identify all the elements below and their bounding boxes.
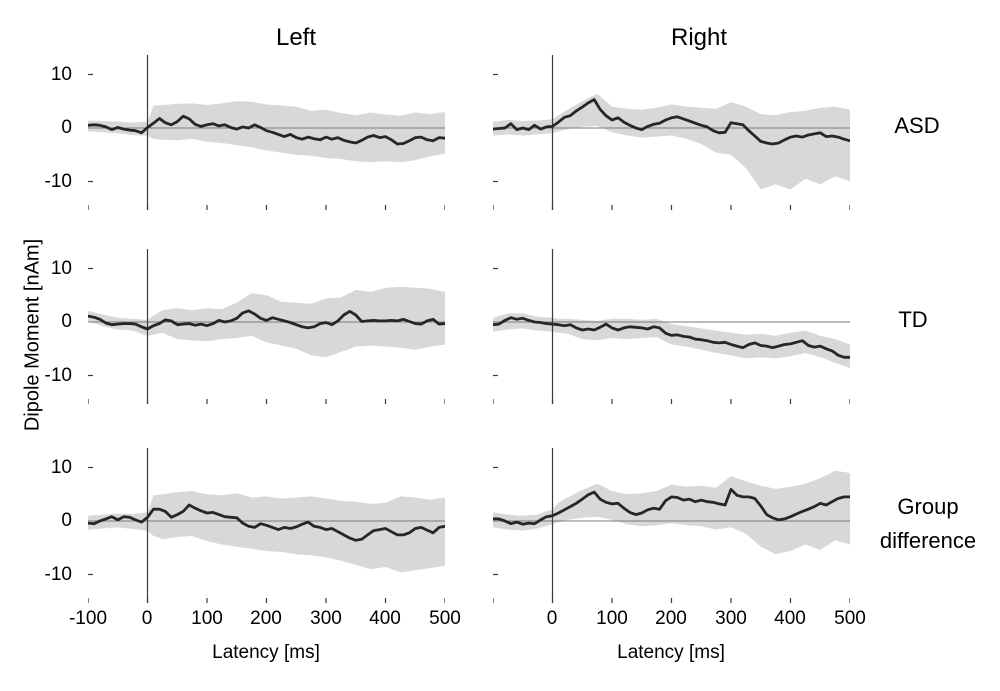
panel-td-right (493, 249, 850, 404)
y-tick-label: 10 (50, 64, 72, 85)
panel-asd-right (493, 55, 850, 210)
mean-waveform (88, 309, 445, 331)
row-label-asd: ASD (894, 113, 940, 138)
x-tick-label: 0 (546, 608, 558, 629)
y-tick-label: 0 (61, 510, 72, 531)
x-tick-label: 500 (834, 608, 866, 629)
x-tick-label: 200 (250, 608, 282, 629)
y-tick-label: -10 (44, 171, 72, 192)
x-tick-label: 100 (596, 608, 628, 629)
panel-groupdiff-left (88, 448, 445, 603)
x-axis-title-right: Latency [ms] (617, 642, 725, 663)
variability-band (88, 491, 445, 573)
x-tick-label: 300 (715, 608, 747, 629)
mean-waveform (88, 114, 445, 146)
mean-waveform (493, 488, 850, 526)
variability-band (493, 93, 850, 190)
y-tick-label: -10 (44, 365, 72, 386)
column-title-right: Right (670, 24, 728, 51)
row-label-td: TD (898, 307, 928, 332)
mean-waveform (493, 316, 850, 359)
x-tick-label: 0 (141, 608, 153, 629)
mean-waveform (88, 503, 445, 542)
x-tick-label: 200 (655, 608, 687, 629)
y-tick-label: 0 (61, 311, 72, 332)
panel-asd-left (88, 55, 445, 210)
x-axis-title-left: Latency [ms] (212, 642, 320, 663)
row-label-group-difference: Group difference (879, 494, 977, 553)
panel-td-left (88, 249, 445, 404)
y-tick-label: 10 (50, 457, 72, 478)
x-tick-label: 100 (191, 608, 223, 629)
y-tick-label: -10 (44, 564, 72, 585)
x-tick-label: 400 (369, 608, 401, 629)
mean-waveform (493, 98, 850, 146)
column-title-left: Left (275, 24, 317, 51)
x-tick-label: 500 (429, 608, 461, 629)
variability-band (493, 313, 850, 368)
x-tick-label: -100 (68, 608, 108, 629)
variability-band (493, 470, 850, 555)
panel-groupdiff-right (493, 448, 850, 603)
y-tick-label: 10 (50, 258, 72, 279)
x-tick-label: 300 (310, 608, 342, 629)
x-tick-label: 400 (774, 608, 806, 629)
y-tick-label: 0 (61, 117, 72, 138)
